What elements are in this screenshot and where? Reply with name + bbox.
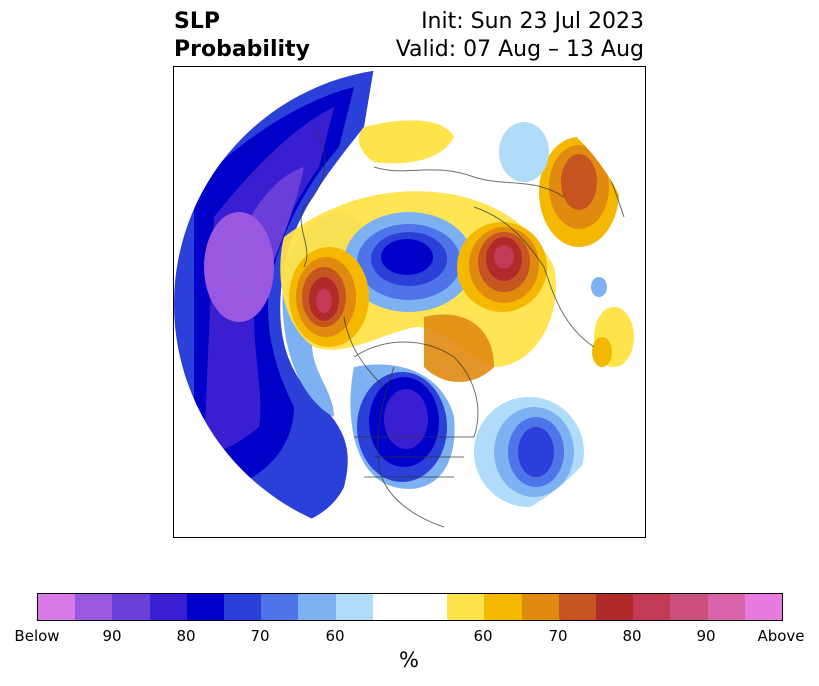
- colorbar-segment: [335, 594, 373, 620]
- colorbar-tick-label: 90: [102, 627, 122, 645]
- title-subtitle: Probability: [174, 37, 310, 62]
- colorbar-segment: [596, 594, 634, 620]
- colorbar-tick-label: Below: [14, 627, 60, 645]
- colorbar-segment: [372, 594, 411, 620]
- colorbar-tick-label: 60: [325, 627, 345, 645]
- colorbar-tick-label: Above: [757, 627, 805, 645]
- title-left: SLP Probability: [174, 8, 310, 64]
- colorbar-segment: [224, 594, 262, 620]
- init-date: Init: Sun 23 Jul 2023: [421, 9, 644, 34]
- colorbar-segment: [521, 594, 559, 620]
- colorbar-tick-label: 70: [250, 627, 270, 645]
- colorbar-unit: %: [399, 648, 419, 672]
- map-panel: [173, 66, 646, 538]
- colorbar-tick-label: 90: [696, 627, 716, 645]
- title-right: Init: Sun 23 Jul 2023 Valid: 07 Aug – 13…: [396, 8, 644, 64]
- title-variable: SLP: [174, 9, 220, 34]
- valid-dates: Valid: 07 Aug – 13 Aug: [395, 37, 644, 62]
- colorbar-segment: [633, 594, 671, 620]
- colorbar-segment: [484, 594, 522, 620]
- colorbar-tick-label: 80: [622, 627, 642, 645]
- colorbar-segment: [558, 594, 597, 620]
- colorbar: [37, 593, 783, 621]
- colorbar-segment: [744, 594, 783, 620]
- colorbar-segment: [447, 594, 485, 620]
- probability-map: [174, 68, 645, 537]
- colorbar-tick-label: 60: [473, 627, 493, 645]
- colorbar-tick-label: 70: [548, 627, 568, 645]
- colorbar-segment: [410, 594, 448, 620]
- colorbar-segment: [112, 594, 150, 620]
- colorbar-segment: [670, 594, 708, 620]
- colorbar-segment: [75, 594, 113, 620]
- colorbar-segment: [186, 594, 225, 620]
- colorbar-segment: [707, 594, 745, 620]
- colorbar-segment: [149, 594, 187, 620]
- colorbar-segment: [38, 594, 76, 620]
- colorbar-tick-label: 80: [176, 627, 196, 645]
- colorbar-segment: [298, 594, 336, 620]
- colorbar-segment: [261, 594, 299, 620]
